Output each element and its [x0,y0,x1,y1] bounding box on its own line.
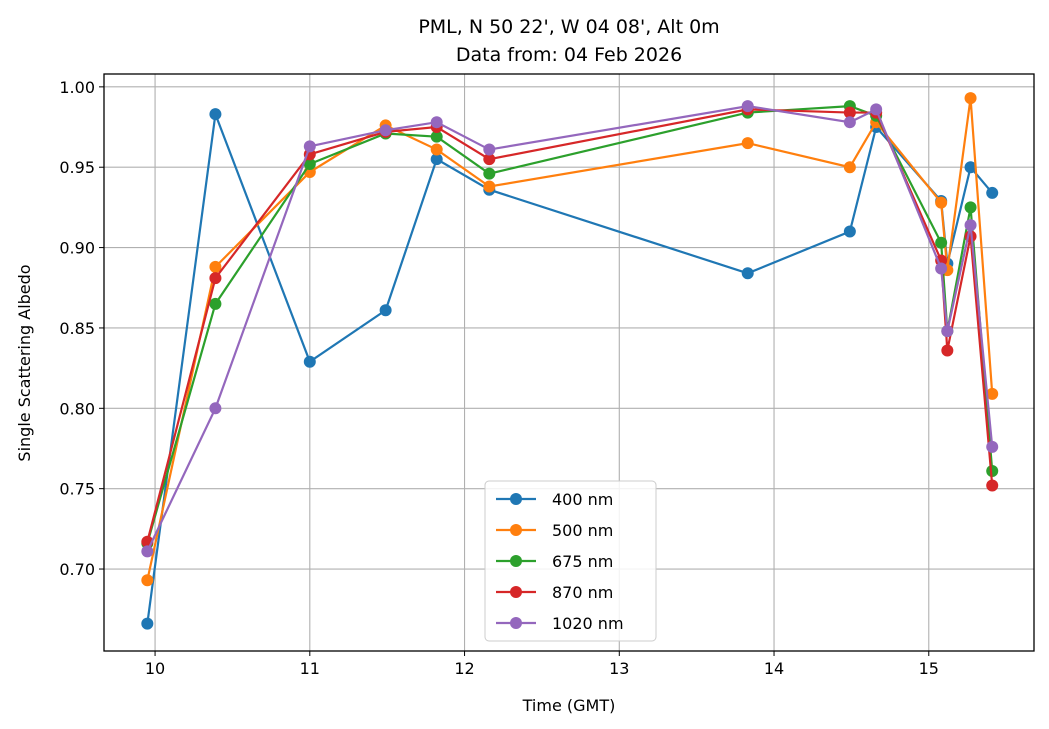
plot-frame [103,73,1035,652]
data-point-500-nm [209,260,222,273]
data-point-1020-nm [209,402,222,415]
legend-label: 500 nm [552,521,613,540]
x-tick-label: 11 [300,659,320,678]
x-tick-label: 15 [919,659,939,678]
data-point-400-nm [964,161,977,174]
data-point-870-nm [843,106,856,119]
y-axis-label: Single Scattering Albedo [15,264,34,461]
legend-marker-400-nm [510,493,522,505]
data-point-1020-nm [843,116,856,129]
y-tick-label: 0.85 [59,319,95,338]
data-point-400-nm [741,267,754,280]
legend-marker-870-nm [510,586,522,598]
data-point-1020-nm [986,440,999,453]
y-tick-label: 0.75 [59,480,95,499]
legend-label: 400 nm [552,490,613,509]
data-point-870-nm [483,153,496,166]
data-point-675-nm [964,201,977,214]
data-point-870-nm [941,344,954,357]
data-point-400-nm [843,225,856,238]
data-point-400-nm [379,304,392,317]
data-point-500-nm [430,143,443,156]
gridlines [104,74,1034,651]
data-point-675-nm [986,464,999,477]
x-tick-label: 10 [145,659,165,678]
data-point-1020-nm [303,140,316,153]
x-tick-label: 12 [454,659,474,678]
data-point-400-nm [986,186,999,199]
data-point-1020-nm [741,100,754,113]
series-line-870-nm [146,108,994,542]
data-point-675-nm [303,158,316,171]
data-point-1020-nm [964,219,977,232]
data-point-1020-nm [379,124,392,137]
series-group [141,92,999,630]
legend-marker-1020-nm [510,617,522,629]
chart-title: PML, N 50 22', W 04 08', Alt 0m [418,16,719,38]
data-point-675-nm [430,130,443,143]
data-point-500-nm [141,574,154,587]
legend: 400 nm 500 nm 675 nm 870 nm 1020 nm [484,480,657,642]
legend-box [484,480,657,642]
legend-label: 870 nm [552,583,613,602]
x-axis-label: Time (GMT) [522,696,616,715]
data-point-1020-nm [430,116,443,129]
data-point-500-nm [986,387,999,400]
data-point-400-nm [430,153,443,166]
data-point-675-nm [209,297,222,310]
data-point-500-nm [935,196,948,209]
legend-label: 1020 nm [552,614,624,633]
data-point-870-nm [209,272,222,285]
data-point-400-nm [209,108,222,121]
series-500-nm [141,92,999,587]
data-point-1020-nm [941,325,954,338]
data-point-500-nm [843,161,856,174]
y-tick-label: 0.80 [59,399,95,418]
axis-ticks: 10 11 12 13 14 15 0.70 0.75 0.80 0.85 0.90 0.95 1.00 [59,78,939,678]
data-point-500-nm [483,180,496,193]
chart-subtitle: Data from: 04 Feb 2026 [456,44,682,66]
y-tick-label: 0.90 [59,239,95,258]
legend-label: 675 nm [552,552,613,571]
legend-marker-675-nm [510,555,522,567]
data-point-1020-nm [870,103,883,116]
data-point-1020-nm [141,545,154,558]
data-point-675-nm [483,167,496,180]
data-point-400-nm [303,355,316,368]
y-tick-label: 0.95 [59,158,95,177]
data-point-1020-nm [935,262,948,275]
data-point-1020-nm [483,143,496,156]
x-tick-label: 14 [764,659,784,678]
x-tick-label: 13 [609,659,629,678]
y-tick-label: 0.70 [59,560,95,579]
data-point-500-nm [964,92,977,105]
y-tick-label: 1.00 [59,78,95,97]
data-point-870-nm [986,479,999,492]
legend-marker-500-nm [510,524,522,536]
data-point-500-nm [741,137,754,150]
series-1020-nm [141,100,999,558]
data-point-400-nm [141,617,154,630]
data-point-675-nm [935,236,948,249]
